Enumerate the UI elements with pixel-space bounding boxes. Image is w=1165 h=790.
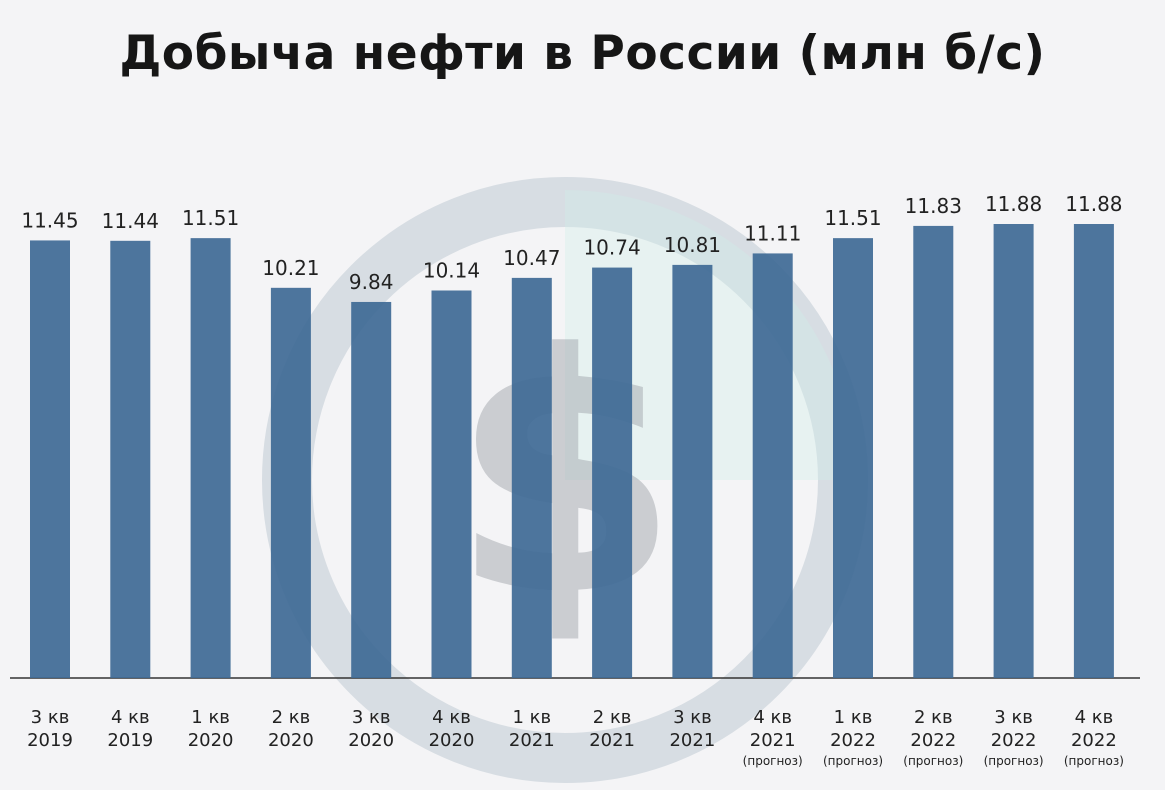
x-tick-label-year: 2022: [991, 730, 1037, 751]
bar-value-label: 11.51: [182, 206, 239, 230]
x-tick-label-quarter: 4 кв: [753, 707, 792, 728]
x-tick-label-year: 2021: [509, 730, 555, 751]
x-tick-label-quarter: 1 кв: [191, 707, 230, 728]
bar: [752, 253, 793, 679]
bar-value-label: 10.81: [664, 233, 721, 257]
bar-value-label: 10.47: [503, 246, 560, 270]
bar: [672, 264, 713, 678]
x-tick-label-year: 2020: [429, 730, 475, 751]
x-tick-label-note: (прогноз): [823, 754, 883, 768]
x-tick-label-year: 2019: [27, 730, 73, 751]
bar-value-label: 11.11: [744, 221, 801, 245]
x-tick-label-quarter: 3 кв: [994, 707, 1033, 728]
x-tick-label-quarter: 4 кв: [1075, 707, 1114, 728]
bar-value-label: 11.45: [21, 208, 78, 232]
x-tick-label-quarter: 3 кв: [673, 707, 712, 728]
x-tick-label-year: 2022: [910, 730, 956, 751]
x-tick-label-year: 2022: [830, 730, 876, 751]
x-tick-label-year: 2020: [188, 730, 234, 751]
bar-value-label: 10.14: [423, 258, 480, 282]
x-tick-label-quarter: 1 кв: [834, 707, 873, 728]
bar: [110, 240, 151, 678]
bar: [351, 301, 392, 678]
bar: [270, 287, 311, 678]
x-tick-label-note: (прогноз): [984, 754, 1044, 768]
x-tick-label-year: 2021: [750, 730, 796, 751]
x-tick-label-quarter: 1 кв: [512, 707, 551, 728]
bar: [30, 240, 70, 678]
x-tick-label-note: (прогноз): [743, 754, 803, 768]
bar-value-label: 10.74: [583, 236, 640, 260]
x-tick-label-quarter: 2 кв: [272, 707, 311, 728]
x-tick-label-year: 2021: [589, 730, 635, 751]
bar-value-label: 11.88: [1065, 192, 1122, 216]
x-tick-label-note: (прогноз): [1064, 754, 1124, 768]
x-tick-label-year: 2020: [268, 730, 314, 751]
bar: [993, 224, 1034, 678]
bar: [592, 267, 633, 678]
x-tick-label-year: 2021: [669, 730, 715, 751]
bar: [833, 238, 873, 679]
bar: [190, 238, 231, 679]
x-tick-label-note: (прогноз): [903, 754, 963, 768]
x-tick-label-quarter: 2 кв: [914, 707, 953, 728]
bar: [1073, 224, 1114, 678]
bar-value-label: 11.44: [102, 209, 159, 233]
x-tick-label-year: 2020: [348, 730, 394, 751]
bar-value-label: 11.51: [824, 206, 881, 230]
bar-value-label: 9.84: [349, 270, 394, 294]
chart-title: Добыча нефти в России (млн б/с): [119, 26, 1046, 81]
x-tick-label-year: 2019: [107, 730, 153, 751]
bar: [913, 225, 954, 679]
x-tick-label-quarter: 3 кв: [31, 707, 70, 728]
x-tick-label-quarter: 3 кв: [352, 707, 391, 728]
x-tick-label-quarter: 4 кв: [111, 707, 150, 728]
x-tick-label-quarter: 4 кв: [432, 707, 471, 728]
bar: [431, 290, 472, 678]
x-tick-label-year: 2022: [1071, 730, 1117, 751]
bar: [511, 277, 552, 678]
bar-value-label: 11.83: [905, 194, 962, 218]
x-tick-label-quarter: 2 кв: [593, 707, 632, 728]
bar-value-label: 11.88: [985, 192, 1042, 216]
bar-value-label: 10.21: [262, 256, 319, 280]
